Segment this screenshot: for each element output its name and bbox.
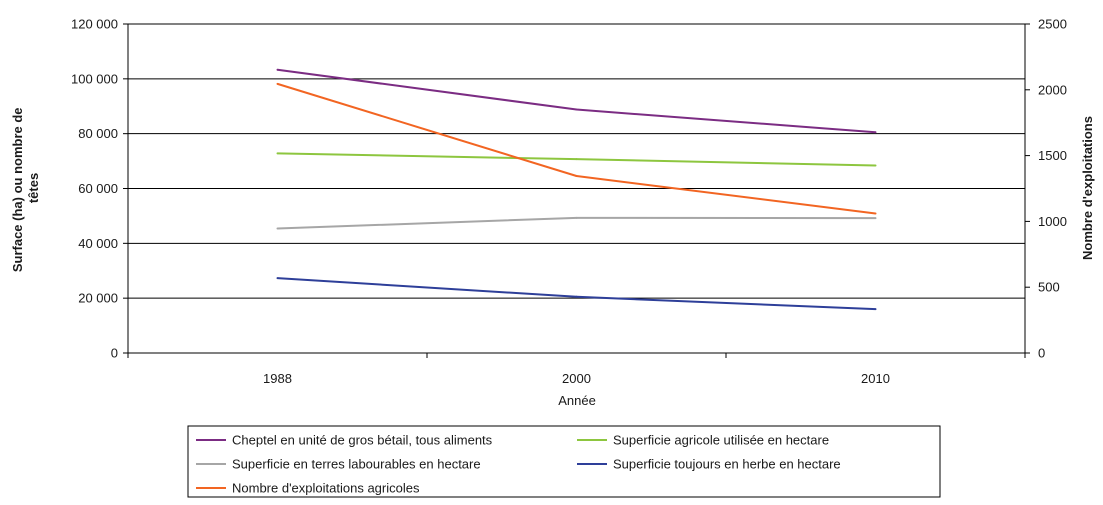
legend-label: Superficie en terres labourables en hect… [232,457,481,472]
y2-tick-label: 500 [1038,280,1060,295]
data-point [575,174,578,177]
y-tick-label: 60 000 [78,181,118,196]
y-axis-title: Surface (ha) ou nombre de têtes [10,104,41,272]
data-point [874,217,877,220]
x-axis-title: Année [558,393,596,408]
y-tick-label: 80 000 [78,126,118,141]
y2-tick-label: 1500 [1038,148,1067,163]
data-point [276,68,279,71]
x-tick-label: 2010 [861,371,890,386]
data-point [276,277,279,280]
legend-label: Superficie agricole utilisée en hectare [613,433,829,448]
y-tick-label: 40 000 [78,236,118,251]
y-tick-label: 100 000 [71,71,118,86]
series-line [277,277,876,311]
series-lines [276,68,877,311]
data-point [276,82,279,85]
data-point [575,216,578,219]
y2-tick-label: 1000 [1038,214,1067,229]
legend-label: Superficie toujours en herbe en hectare [613,457,841,472]
legend-label: Cheptel en unité de gros bétail, tous al… [232,433,493,448]
data-point [276,227,279,230]
legend-box [187,425,941,498]
tick-labels: 0 20 000 40 000 60 000 80 000 100 000 120 000 0… [71,17,1067,387]
data-point [276,152,279,155]
series-line [277,82,876,215]
axes [123,23,1030,358]
x-tick-label: 1988 [263,371,292,386]
x-tick-label: 2000 [562,371,591,386]
legend-label: Nombre d'exploitations agricoles [232,481,420,496]
y-tick-label: 20 000 [78,291,118,306]
y2-tick-label: 0 [1038,346,1045,361]
data-point [874,308,877,311]
y2-tick-label: 2000 [1038,82,1067,97]
y-tick-label: 0 [111,346,118,361]
data-point [874,164,877,167]
gridlines [128,23,1025,299]
y-axis-title-line-1: Surface (ha) ou nombre de [10,107,25,272]
data-point [874,131,877,134]
series-line [277,216,876,230]
data-point [575,108,578,111]
data-point [575,295,578,298]
y-tick-label: 120 000 [71,17,118,32]
legend: Cheptel en unité de gros bétail, tous al… [187,425,941,498]
y-axis-title-line-2: têtes [26,173,41,203]
y2-axis-title: Nombre d'exploitations [1080,116,1095,260]
data-point [874,212,877,215]
data-point [575,158,578,161]
y2-tick-label: 2500 [1038,17,1067,32]
